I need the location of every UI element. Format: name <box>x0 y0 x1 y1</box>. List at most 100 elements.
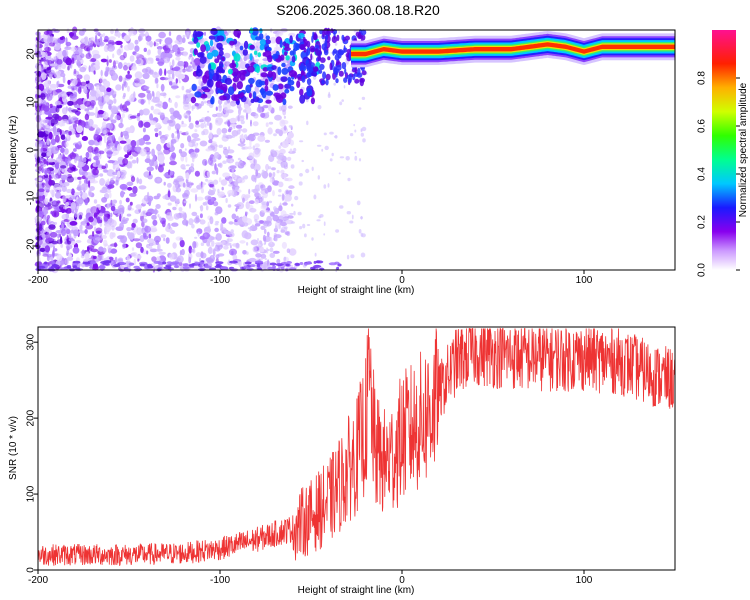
heatmap-cell <box>191 224 195 229</box>
heatmap-cell <box>72 265 78 269</box>
heatmap-cell <box>188 142 193 147</box>
heatmap-cell <box>59 161 66 165</box>
heatmap-cell <box>279 105 282 112</box>
heatmap-cell <box>322 71 327 80</box>
heatmap-cell <box>237 32 241 39</box>
heatmap-cell <box>158 130 162 136</box>
heatmap-cell <box>67 79 71 85</box>
heatmap-cell <box>63 148 69 155</box>
heatmap-cell <box>98 205 102 211</box>
heatmap-cell <box>182 182 186 188</box>
heatmap-cell <box>259 28 263 34</box>
heatmap-cell <box>54 100 62 106</box>
heatmap-cell <box>48 217 51 226</box>
heatmap-cell <box>115 40 123 46</box>
heatmap-cell <box>221 127 228 134</box>
heatmap-cell <box>310 53 313 61</box>
heatmap-cell <box>143 235 149 240</box>
heatmap-cell <box>269 262 277 266</box>
heatmap-cell <box>215 220 220 224</box>
heatmap-cell <box>188 245 193 254</box>
heatmap-cell <box>132 218 138 224</box>
heatmap-cell <box>120 117 123 124</box>
heatmap-cell <box>259 198 262 203</box>
heatmap-cell <box>269 247 274 253</box>
heatmap-cell <box>249 264 256 268</box>
heatmap-cell <box>175 187 182 193</box>
heatmap-cell <box>203 119 206 125</box>
heatmap-cell <box>53 174 59 180</box>
heatmap-y-tick-label: -10 <box>26 190 37 205</box>
heatmap-cell <box>138 92 146 98</box>
heatmap-cell <box>185 178 189 184</box>
heatmap-cell <box>70 46 77 52</box>
heatmap-cell <box>181 85 185 91</box>
heatmap-cell <box>341 99 345 102</box>
heatmap-cell <box>112 163 116 170</box>
heatmap-cell <box>250 239 259 246</box>
heatmap-cell <box>251 189 254 193</box>
heatmap-cell <box>127 186 133 191</box>
heatmap-cell <box>92 168 99 176</box>
heatmap-cell <box>149 40 154 48</box>
heatmap-cell <box>46 138 50 146</box>
heatmap-cell <box>195 218 201 223</box>
heatmap-cell <box>38 95 41 98</box>
heatmap-cell <box>306 78 312 86</box>
heatmap-cell <box>252 121 259 127</box>
heatmap-cell <box>265 163 270 171</box>
heatmap-cell <box>196 228 203 235</box>
heatmap-cell <box>44 46 52 52</box>
heatmap-cell <box>283 115 286 119</box>
heatmap-cell <box>211 170 217 175</box>
heatmap-cell <box>208 237 212 241</box>
heatmap-cell <box>245 112 249 120</box>
heatmap-cell <box>88 152 92 159</box>
heatmap-cell <box>122 130 129 136</box>
heatmap-cell <box>227 29 232 34</box>
heatmap-cell <box>280 173 287 179</box>
heatmap-cell <box>231 213 237 220</box>
heatmap-cell <box>56 58 63 65</box>
heatmap-cell <box>39 247 46 252</box>
snr-y-ticks: 0 100 200 300 <box>26 333 38 573</box>
heatmap-cell <box>169 253 175 260</box>
heatmap-cell <box>358 107 362 110</box>
heatmap-cell <box>148 171 151 176</box>
heatmap-cell <box>163 57 171 64</box>
heatmap-cell <box>92 124 98 129</box>
heatmap-cell <box>289 50 294 56</box>
heatmap-cell <box>116 170 121 178</box>
heatmap-cell <box>227 204 232 208</box>
colorbar-tick-label: 0.4 <box>697 167 708 181</box>
heatmap-cell <box>112 53 115 59</box>
heatmap-cell <box>119 199 122 205</box>
heatmap-cell <box>109 41 117 45</box>
heatmap-cell <box>280 119 289 125</box>
heatmap-cell <box>272 149 275 154</box>
heatmap-cell <box>61 185 67 192</box>
heatmap-cell <box>176 111 180 120</box>
heatmap-cell <box>200 204 204 212</box>
heatmap-cell <box>106 135 115 143</box>
heatmap-cell <box>280 169 285 174</box>
heatmap-cell <box>194 102 199 107</box>
heatmap-cell <box>289 212 294 215</box>
heatmap-cell <box>77 161 85 168</box>
heatmap-cell <box>249 53 253 61</box>
heatmap-cell <box>188 256 192 264</box>
heatmap-cell <box>325 73 331 81</box>
heatmap-cell <box>168 72 171 80</box>
heatmap-cell <box>216 89 224 94</box>
heatmap-cell <box>84 198 89 206</box>
heatmap-cell <box>142 108 150 116</box>
heatmap-cell <box>106 203 110 210</box>
heatmap-cell <box>166 53 173 59</box>
heatmap-cell <box>193 58 201 66</box>
heatmap-cell <box>167 202 172 206</box>
heatmap-cell <box>157 58 165 66</box>
heatmap-cell <box>215 263 222 267</box>
heatmap-cell <box>108 44 113 47</box>
heatmap-cell <box>79 224 83 232</box>
